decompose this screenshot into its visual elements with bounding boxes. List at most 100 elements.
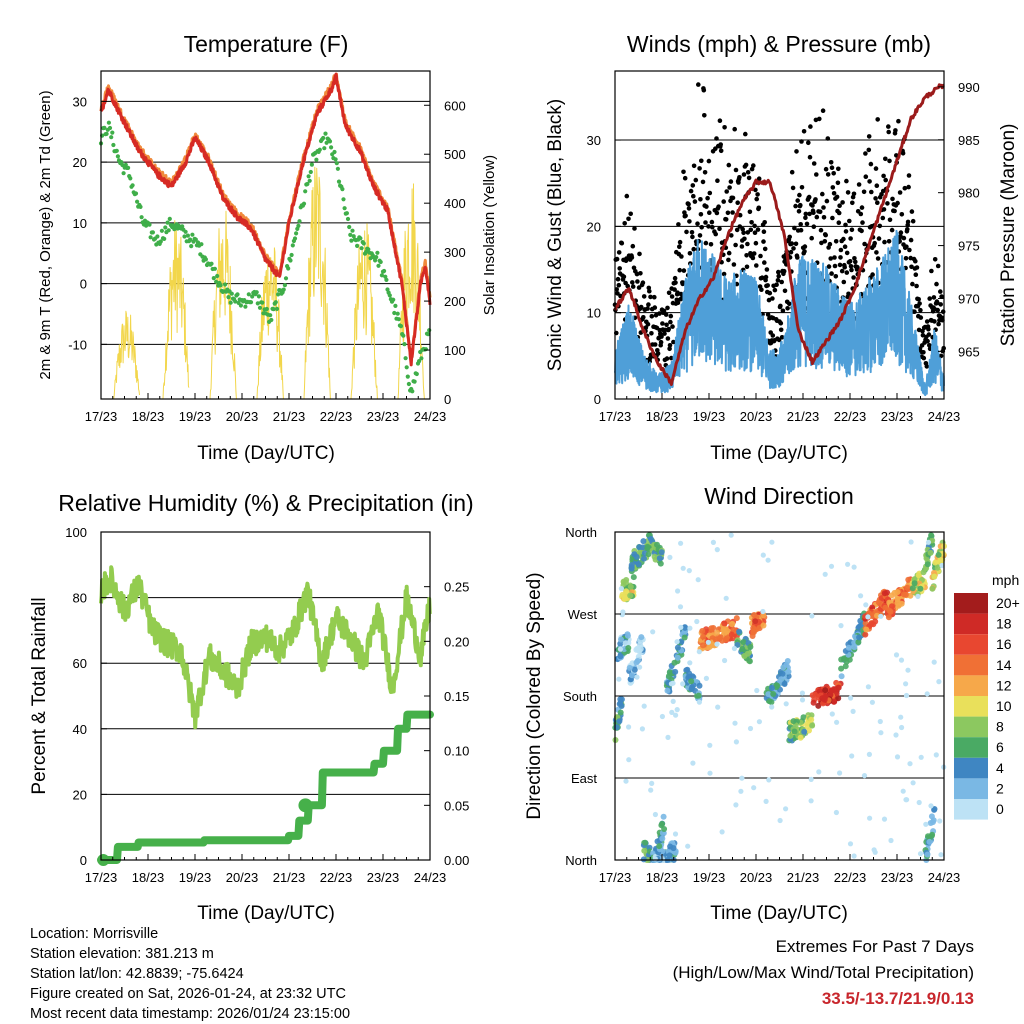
dewpoint-point (114, 148, 119, 153)
humidity-y-tick-label: 60 (73, 656, 87, 671)
gust-point (686, 206, 692, 211)
speed-legend-label: 12 (996, 677, 1012, 693)
dewpoint-point (323, 131, 328, 136)
direction-point (889, 603, 895, 610)
speed-legend-label: 18 (996, 616, 1012, 632)
dewpoint-point (185, 233, 190, 238)
dewpoint-point (374, 255, 379, 260)
gust-point (787, 234, 792, 240)
direction-point-calm (690, 760, 696, 766)
winds-y-tick-label: 20 (587, 219, 601, 234)
dewpoint-point (218, 283, 223, 288)
gust-point (671, 339, 676, 345)
gust-point (921, 355, 927, 361)
gust-point (755, 227, 761, 232)
direction-point-calm (696, 649, 702, 655)
gust-point (906, 173, 912, 178)
gust-point (762, 246, 768, 252)
gust-point (614, 256, 620, 262)
direction-point (621, 595, 628, 602)
gust-point (638, 271, 643, 276)
direction-point (749, 633, 756, 639)
solar-insolation-line (350, 223, 378, 400)
dewpoint-point (378, 259, 383, 265)
dewpoint-point (283, 276, 289, 281)
dewpoint-point (405, 374, 410, 379)
gust-point (652, 294, 657, 300)
gust-point (756, 205, 762, 211)
solar-insolation-line (256, 247, 284, 400)
gust-point (726, 250, 732, 256)
winds-pressure-panel: 0 10 20 30 965 970 975 980 985 990 17/23 18/23 19/23… (545, 31, 1019, 464)
direction-point-calm (905, 667, 911, 673)
extremes-box: Extremes For Past 7 Days (High/Low/Max W… (673, 934, 974, 1012)
temperature-plot-frame (100, 70, 431, 400)
gust-point (702, 170, 708, 175)
winds-x-tick-label: 19/23 (693, 409, 726, 424)
direction-point-calm (634, 674, 640, 680)
dewpoint-point (233, 299, 238, 304)
gust-point (802, 249, 807, 254)
gust-point (717, 226, 722, 232)
direction-point (851, 644, 858, 651)
direction-point (627, 592, 634, 599)
gust-point (744, 253, 749, 258)
direction-point (768, 699, 775, 706)
gust-point (843, 222, 848, 228)
gust-point (745, 230, 751, 235)
direction-point (741, 653, 748, 659)
gust-point (706, 224, 711, 229)
gust-point (722, 125, 727, 130)
direction-y-tick-label: East (571, 771, 597, 786)
direction-point (688, 678, 695, 685)
winds-marks (612, 82, 946, 397)
gust-point (841, 279, 847, 285)
dewpoint-point (348, 232, 353, 237)
gust-point (817, 116, 822, 122)
direction-point-calm (938, 852, 944, 858)
direction-point-calm (939, 562, 945, 569)
gust-point (938, 289, 943, 294)
speed-legend-label: 2 (996, 780, 1004, 796)
direction-point (872, 618, 879, 625)
gust-point (889, 227, 895, 233)
direction-point-calm (917, 851, 924, 857)
direction-point (666, 852, 673, 859)
gust-point (807, 154, 813, 160)
gust-point (892, 208, 897, 214)
gust-point (820, 108, 826, 113)
direction-point (656, 555, 663, 562)
gust-point (828, 160, 834, 165)
gust-point (798, 227, 804, 233)
gust-point (798, 222, 803, 227)
gust-point (703, 240, 709, 246)
direction-point (935, 551, 942, 558)
gust-point (929, 268, 934, 274)
sonic-wind-line (614, 229, 945, 397)
gust-point (887, 217, 893, 223)
direction-point-calm (732, 720, 738, 726)
direction-point-calm (641, 703, 647, 709)
gust-point (849, 227, 855, 233)
humidity-x-tick-label: 23/23 (367, 870, 400, 885)
gust-point (665, 305, 670, 311)
rainfall-y2-tick-label: 0.00 (444, 853, 469, 868)
direction-point (822, 687, 829, 694)
dewpoint-point (342, 206, 347, 211)
dewpoint-point (166, 228, 171, 233)
winds-y-tick-label: 30 (587, 133, 601, 148)
direction-point-calm (649, 780, 655, 787)
dewpoint-point (238, 303, 243, 308)
gust-point (676, 222, 681, 227)
direction-point-calm (637, 664, 643, 670)
dewpoint-point (254, 290, 259, 295)
gust-point (739, 244, 745, 249)
direction-point (810, 699, 817, 706)
temperature-marks (98, 72, 432, 400)
direction-point-calm (918, 754, 924, 760)
gust-point (677, 239, 683, 245)
gust-point (622, 221, 627, 226)
gust-point (687, 219, 692, 224)
gust-point (809, 235, 814, 241)
